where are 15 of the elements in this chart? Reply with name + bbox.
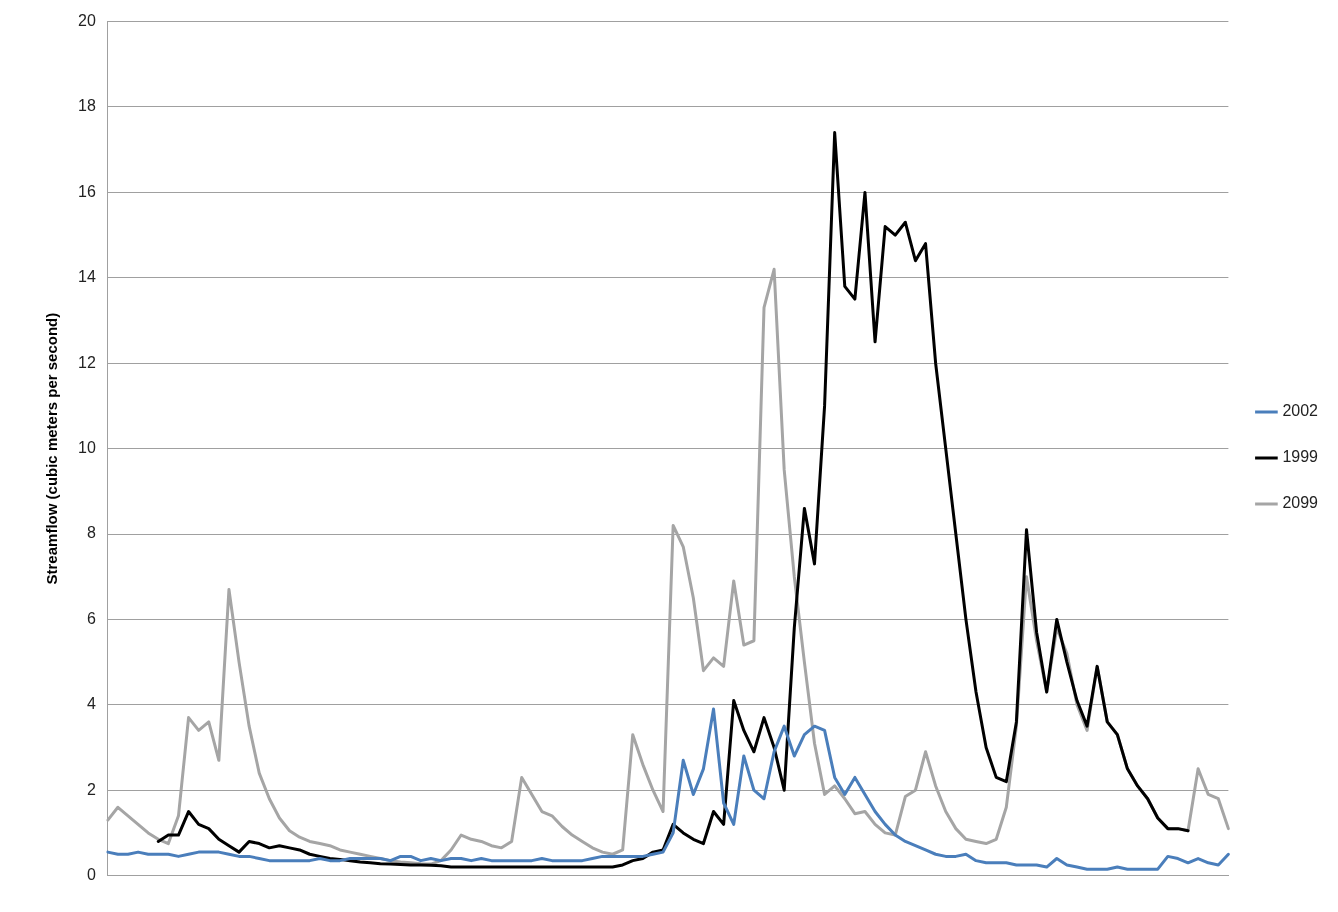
y-axis-title: Streamflow (cubic meters per second)	[43, 312, 61, 585]
y-tick-label: 20	[78, 12, 96, 30]
y-tick-label: 10	[78, 439, 96, 457]
y-tick-label: 0	[86, 866, 96, 884]
y-tick-label: 6	[86, 609, 96, 627]
y-tick-label: 18	[78, 97, 96, 115]
legend-label: 1999	[1282, 448, 1319, 466]
legend-label: 2002	[1282, 402, 1319, 420]
y-tick-label: 4	[86, 695, 96, 713]
y-tick-label: 14	[78, 268, 96, 286]
legend-label: 2099	[1282, 494, 1319, 512]
y-tick-label: 16	[78, 182, 96, 200]
y-tick-label: 2	[86, 780, 96, 798]
y-tick-label: 12	[78, 353, 96, 371]
y-tick-label: 8	[86, 524, 96, 542]
